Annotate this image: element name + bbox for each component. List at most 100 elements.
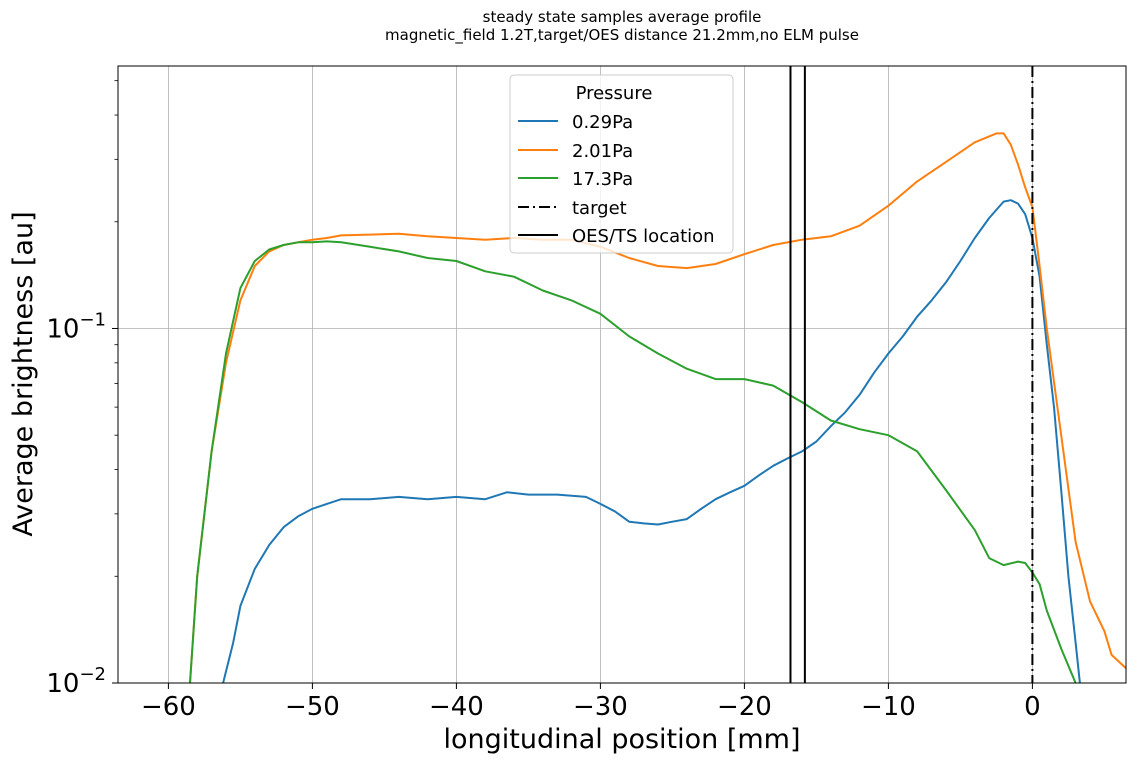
- data-point-17.3pa: [571, 299, 573, 301]
- data-point-0.29pa: [369, 498, 371, 500]
- data-point-0.29pa: [1024, 213, 1026, 215]
- data-point-17.3pa: [225, 353, 227, 355]
- data-point-17.3pa: [1003, 564, 1005, 566]
- legend-label-17.3Pa: 17.3Pa: [572, 169, 633, 190]
- data-point-17.3pa: [974, 529, 976, 531]
- data-point-2.01pa: [974, 141, 976, 143]
- data-point-17.3pa: [657, 353, 659, 355]
- data-point-2.01pa: [254, 265, 256, 267]
- data-point-0.29pa: [297, 515, 299, 517]
- y-tick-label: 10−1: [46, 309, 106, 344]
- data-point-0.29pa: [859, 394, 861, 396]
- data-point-17.3pa: [196, 575, 198, 577]
- series-17.3pa: [189, 240, 1077, 683]
- x-tick-label: −60: [141, 692, 196, 722]
- data-point-17.3pa: [484, 270, 486, 272]
- data-point-0.29pa: [729, 491, 731, 493]
- data-point-17.3pa: [599, 313, 601, 315]
- data-point-17.3pa: [311, 241, 313, 243]
- data-point-2.01pa: [887, 205, 889, 207]
- y-axis-label: Average brightness [au]: [8, 211, 39, 536]
- data-point-17.3pa: [830, 420, 832, 422]
- data-point-0.29pa: [686, 518, 688, 520]
- data-point-2.01pa: [1024, 186, 1026, 188]
- data-point-2.01pa: [743, 253, 745, 255]
- y-tick-label: 10−2: [46, 664, 106, 699]
- data-point-2.01pa: [1060, 434, 1062, 436]
- x-tick-label: −50: [285, 692, 340, 722]
- data-point-2.01pa: [995, 132, 997, 134]
- data-point-2.01pa: [427, 235, 429, 237]
- data-point-0.29pa: [585, 496, 587, 498]
- data-point-0.29pa: [1075, 642, 1077, 644]
- data-point-17.3pa: [686, 368, 688, 370]
- data-point-0.29pa: [945, 281, 947, 283]
- data-point-0.29pa: [916, 316, 918, 318]
- data-point-17.3pa: [427, 257, 429, 259]
- data-point-17.3pa: [628, 335, 630, 337]
- series-line-17.3pa: [189, 240, 1077, 683]
- data-point-0.29pa: [1017, 203, 1019, 205]
- data-point-2.01pa: [1039, 265, 1041, 267]
- data-point-0.29pa: [484, 498, 486, 500]
- data-point-17.3pa: [369, 246, 371, 248]
- data-point-2.01pa: [455, 237, 457, 239]
- data-point-17.3pa: [1039, 583, 1041, 585]
- data-point-17.3pa: [1017, 561, 1019, 563]
- data-point-2.01pa: [916, 180, 918, 182]
- data-point-0.29pa: [887, 353, 889, 355]
- data-point-0.29pa: [556, 494, 558, 496]
- data-point-0.29pa: [628, 521, 630, 523]
- chart-subtitle: magnetic_field 1.2T,target/OES distance …: [385, 26, 859, 45]
- data-point-2.01pa: [1111, 654, 1113, 656]
- legend-box: [509, 74, 734, 254]
- x-tick-label: −40: [429, 692, 484, 722]
- data-point-17.3pa: [801, 401, 803, 403]
- data-point-17.3pa: [715, 378, 717, 380]
- data-point-0.29pa: [239, 605, 241, 607]
- data-point-2.01pa: [628, 257, 630, 259]
- y-tick-exponent: −2: [79, 664, 106, 685]
- plot-frame: [117, 65, 1127, 684]
- y-tick-base: 10: [46, 669, 79, 699]
- data-point-0.29pa: [815, 441, 817, 443]
- data-point-0.29pa: [599, 503, 601, 505]
- series-0.29pa: [222, 199, 1081, 683]
- data-point-17.3pa: [916, 450, 918, 452]
- data-point-17.3pa: [239, 287, 241, 289]
- data-point-0.29pa: [506, 491, 508, 493]
- data-point-17.3pa: [743, 378, 745, 380]
- data-point-0.29pa: [671, 521, 673, 523]
- data-point-2.01pa: [1003, 132, 1005, 134]
- legend: Pressure 0.29Pa 2.01Pa 17.3Pa target OES…: [509, 74, 734, 254]
- y-tick-base: 10: [46, 314, 79, 344]
- vertical-markers: [789, 66, 1034, 683]
- data-point-0.29pa: [398, 496, 400, 498]
- data-point-17.3pa: [268, 249, 270, 251]
- x-tick-label: −30: [573, 692, 628, 722]
- data-point-0.29pa: [326, 503, 328, 505]
- data-point-0.29pa: [830, 425, 832, 427]
- data-point-2.01pa: [311, 239, 313, 241]
- data-point-2.01pa: [484, 239, 486, 241]
- data-point-0.29pa: [1046, 344, 1048, 346]
- data-point-17.3pa: [1060, 648, 1062, 650]
- legend-title: Pressure: [576, 83, 653, 104]
- data-point-0.29pa: [715, 498, 717, 500]
- legend-label-0.29Pa: 0.29Pa: [572, 112, 633, 133]
- x-axis-ticks: −60 −50 −40 −30 −20 −10 0: [141, 683, 1041, 722]
- legend-label-target: target: [572, 198, 627, 219]
- x-tick-label: 0: [1024, 692, 1041, 722]
- data-point-17.3pa: [945, 489, 947, 491]
- data-point-0.29pa: [988, 217, 990, 219]
- data-point-0.29pa: [340, 498, 342, 500]
- data-point-17.3pa: [887, 434, 889, 436]
- data-point-2.01pa: [369, 234, 371, 236]
- data-point-17.3pa: [542, 290, 544, 292]
- data-point-0.29pa: [455, 496, 457, 498]
- data-point-0.29pa: [902, 335, 904, 337]
- data-point-2.01pa: [801, 239, 803, 241]
- data-point-2.01pa: [657, 265, 659, 267]
- data-point-0.29pa: [268, 544, 270, 546]
